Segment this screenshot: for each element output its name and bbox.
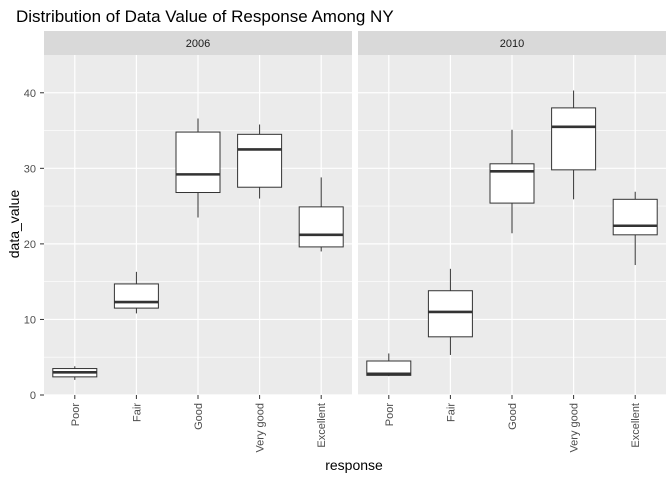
box-excellent [612, 191, 658, 266]
facet-strip-label: 2006 [186, 38, 210, 50]
box-iqr [427, 290, 473, 338]
box-good [489, 129, 535, 234]
box-fair [427, 268, 473, 355]
x-tick-label: Fair [131, 403, 143, 422]
box-iqr [298, 206, 344, 248]
x-tick-label: Good [193, 403, 205, 430]
box-iqr [612, 198, 658, 236]
facet-strip [44, 31, 352, 55]
facet-strip [358, 31, 666, 55]
y-tick-label: 20 [24, 239, 36, 251]
box-iqr [366, 360, 412, 376]
box-excellent [298, 177, 344, 252]
x-tick-label: Poor [70, 403, 82, 427]
x-tick-label: Good [507, 403, 519, 430]
panels-layer: 2006 2010 [44, 31, 666, 396]
y-tick-label: 0 [30, 390, 36, 402]
x-axis-title: response [325, 457, 383, 473]
y-tick-label: 30 [24, 163, 36, 175]
facet-strip-label: 2010 [500, 38, 524, 50]
box-very-good [551, 90, 597, 200]
x-axis: Poor Fair Good Very good Excellent Poor Fair Go… [70, 395, 642, 453]
y-tick-label: 40 [24, 88, 36, 100]
x-tick-label: Excellent [630, 403, 642, 448]
y-tick-label: 10 [24, 314, 36, 326]
box-fair [113, 271, 159, 314]
box-good [175, 118, 221, 218]
x-tick-label: Fair [445, 403, 457, 422]
y-axis: 0 10 20 30 40 [24, 88, 44, 402]
y-axis-title: data_value [6, 190, 22, 259]
x-tick-label: Poor [384, 403, 396, 427]
box-poor [52, 366, 98, 380]
x-tick-label: Excellent [316, 403, 328, 448]
box-iqr [237, 133, 283, 188]
facet-panel: 2010 [358, 31, 666, 396]
x-tick-label: Very good [569, 403, 581, 453]
box-very-good [237, 124, 283, 199]
x-tick-label: Very good [255, 403, 267, 453]
facet-panel: 2006 [44, 31, 352, 396]
chart-title: Distribution of Data Value of Response A… [16, 7, 394, 26]
box-iqr [175, 131, 221, 194]
box-iqr [551, 107, 597, 171]
box-iqr [489, 163, 535, 204]
box-iqr [113, 283, 159, 309]
box-poor [366, 353, 412, 377]
